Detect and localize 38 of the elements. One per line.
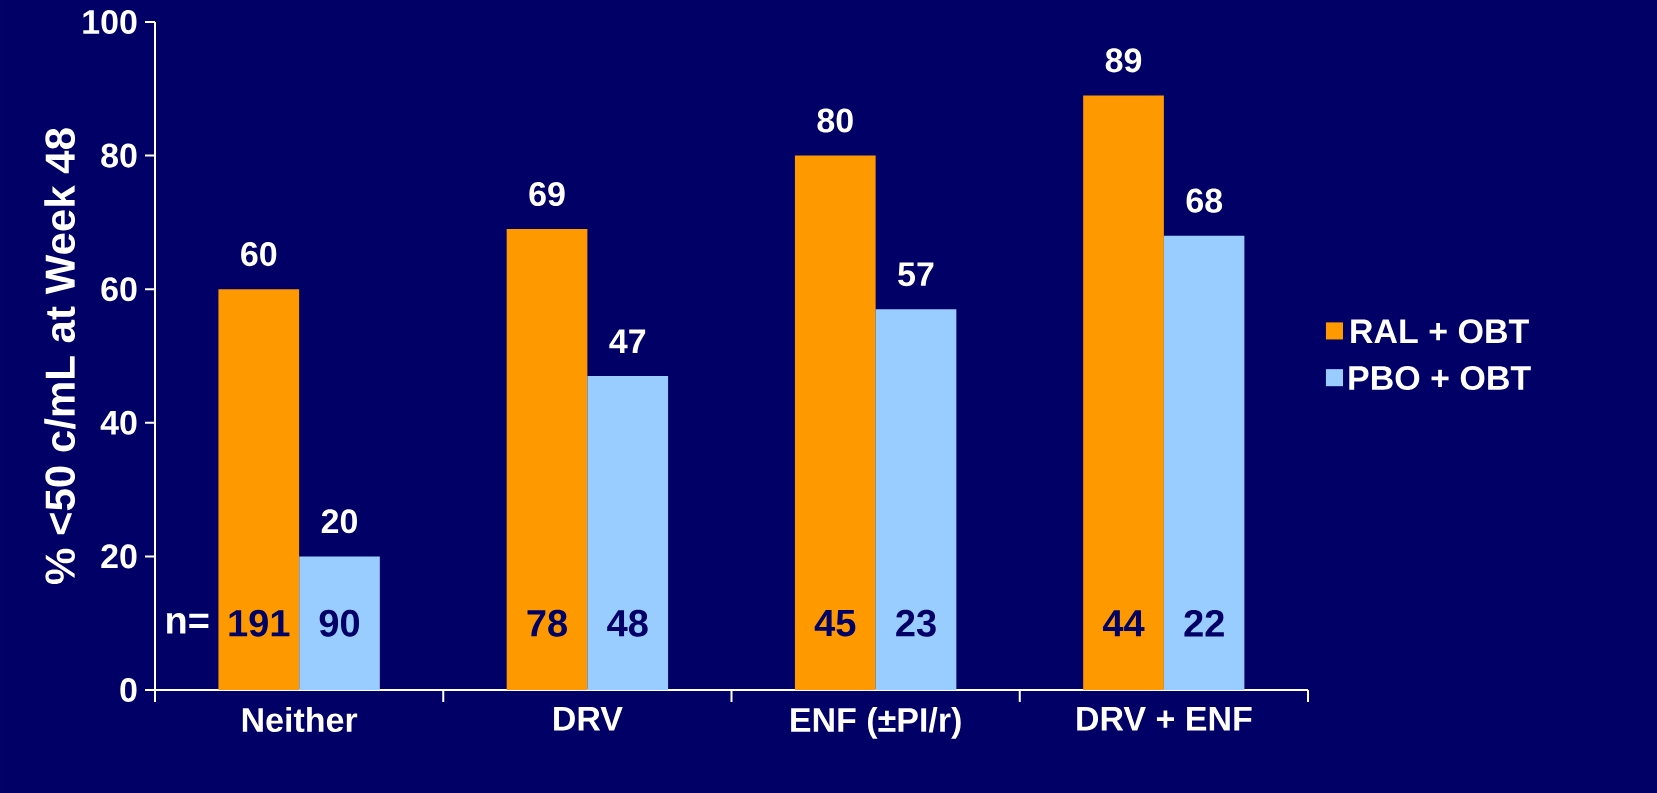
- bar: [218, 289, 300, 690]
- x-tick-label: DRV + ENF: [1077, 707, 1252, 731]
- y-tick-label: 20: [101, 544, 137, 569]
- bar: [506, 229, 588, 690]
- y-tick-label: 0: [120, 677, 137, 703]
- bar: [1083, 95, 1164, 690]
- bar: [299, 556, 380, 690]
- y-tick-label: 40: [100, 410, 137, 435]
- annotation: 23: [896, 609, 936, 637]
- data-label: 20: [321, 509, 357, 534]
- y-tick-label: 60: [101, 277, 137, 302]
- bar: [1163, 235, 1245, 690]
- bar: [875, 309, 957, 690]
- data-label: 69: [529, 181, 565, 207]
- data-label: 89: [1105, 48, 1142, 73]
- x-tick-label: Neither: [242, 707, 358, 733]
- legend-label: RAL + OBT: [1351, 319, 1529, 344]
- annotation: 191: [229, 609, 290, 637]
- annotation: 48: [607, 609, 648, 637]
- legend-label: PBO + OBT: [1349, 365, 1531, 391]
- bar: [794, 155, 876, 690]
- data-label: 80: [817, 108, 853, 133]
- y-tick-label: 80: [101, 143, 137, 168]
- annotation: 90: [319, 609, 360, 637]
- data-label: 68: [1186, 188, 1223, 213]
- annotation: 45: [814, 609, 856, 637]
- data-label: 60: [241, 242, 277, 267]
- annotation: 44: [1102, 610, 1145, 637]
- data-label: 57: [898, 262, 934, 287]
- bar: [587, 376, 669, 690]
- annotation: n=: [167, 612, 209, 634]
- x-tick-label: ENF (±PI/r): [791, 707, 961, 739]
- annotation: 78: [527, 609, 567, 637]
- y-axis-title: % <50 c/mL at Week 48: [44, 128, 76, 584]
- data-label: 47: [609, 329, 646, 353]
- y-tick-label: 100: [83, 9, 137, 35]
- x-tick-label: DRV: [554, 707, 623, 731]
- annotation: 22: [1184, 609, 1224, 637]
